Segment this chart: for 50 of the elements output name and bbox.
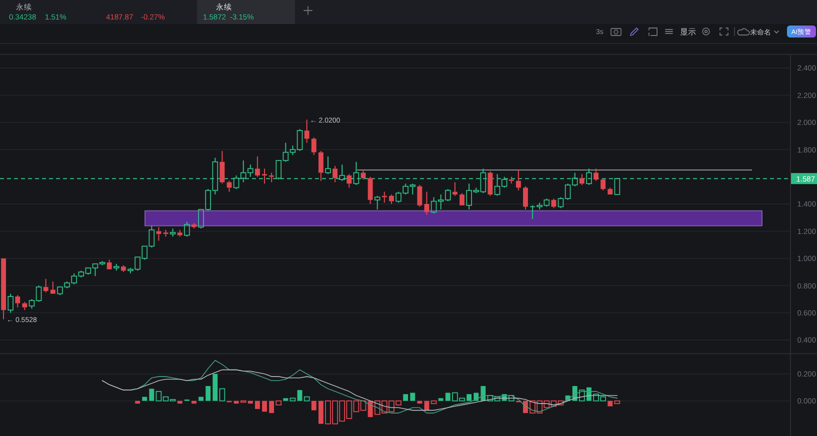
candlestick xyxy=(254,156,260,178)
candlestick xyxy=(551,198,556,209)
candlestick xyxy=(304,119,310,144)
bar xyxy=(149,388,154,401)
bar xyxy=(262,400,267,412)
candlestick xyxy=(262,168,267,184)
line-series xyxy=(102,369,618,411)
candlestick xyxy=(579,174,584,186)
bar xyxy=(614,400,620,404)
candlestick xyxy=(43,278,48,293)
bar xyxy=(311,400,316,410)
bar xyxy=(417,400,422,404)
candlestick xyxy=(508,176,514,184)
candlestick xyxy=(516,170,521,191)
bar xyxy=(403,394,408,401)
bar xyxy=(480,386,486,401)
candlestick xyxy=(332,165,338,183)
candlestick xyxy=(163,229,168,238)
candlestick xyxy=(452,182,458,196)
candlestick xyxy=(318,150,324,182)
candlestick xyxy=(220,150,225,184)
bar xyxy=(430,400,437,404)
candlestick xyxy=(594,168,598,182)
text: 显示 xyxy=(680,28,696,36)
bar xyxy=(219,388,226,402)
candlestick xyxy=(192,222,196,229)
candlestick xyxy=(22,301,28,311)
bar xyxy=(438,398,444,401)
bar xyxy=(177,400,182,404)
candlestick xyxy=(269,172,274,183)
bar xyxy=(142,396,148,401)
bar xyxy=(410,392,416,401)
candlestick xyxy=(346,174,352,188)
candlestick xyxy=(156,226,162,242)
candlestick xyxy=(15,294,20,308)
candlestick xyxy=(389,194,394,204)
bar xyxy=(254,400,260,409)
bar xyxy=(135,400,140,404)
bar xyxy=(206,386,211,401)
bar xyxy=(608,400,613,406)
bar xyxy=(212,374,218,401)
bar xyxy=(304,396,310,402)
candlestick xyxy=(360,170,366,180)
bar xyxy=(192,400,196,404)
candlestick xyxy=(600,178,606,191)
bar xyxy=(283,398,288,401)
bar xyxy=(297,390,302,401)
bar xyxy=(290,398,296,402)
candlestick xyxy=(120,264,126,272)
bar xyxy=(198,396,204,401)
